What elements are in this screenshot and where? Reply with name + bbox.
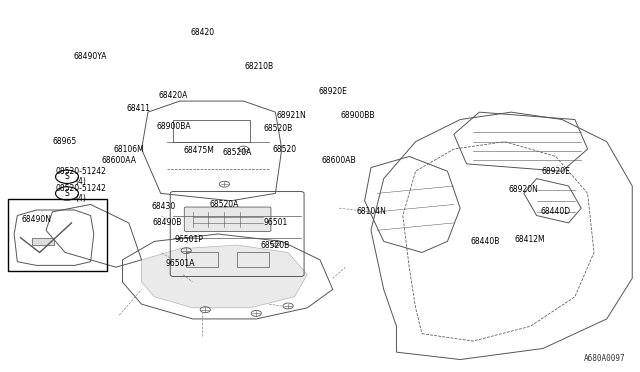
Bar: [173, 119, 250, 142]
Polygon shape: [141, 245, 307, 308]
Text: 68920N: 68920N: [509, 185, 539, 194]
Text: 68920E: 68920E: [318, 87, 347, 96]
FancyBboxPatch shape: [184, 207, 271, 231]
Text: 68440D: 68440D: [541, 207, 571, 217]
Text: A680A0097: A680A0097: [584, 354, 626, 363]
Bar: [8, 199, 106, 271]
Text: 68921N: 68921N: [276, 111, 306, 121]
Text: 68210B: 68210B: [245, 61, 274, 71]
Text: 68490YA: 68490YA: [74, 52, 108, 61]
Text: 68520B: 68520B: [260, 241, 290, 250]
Text: 68965: 68965: [53, 137, 77, 146]
Text: 08520-51242
(4): 08520-51242 (4): [56, 184, 106, 203]
Text: 08520-51242
(4): 08520-51242 (4): [56, 167, 106, 186]
Text: 68430: 68430: [152, 202, 176, 211]
Bar: [186, 253, 218, 267]
Bar: [237, 253, 269, 267]
Text: S: S: [65, 189, 69, 198]
Text: 68106M: 68106M: [113, 145, 144, 154]
Text: 96501P: 96501P: [175, 235, 204, 244]
Text: 68475M: 68475M: [184, 147, 214, 155]
Text: 68520A: 68520A: [223, 148, 252, 157]
Text: 68900BB: 68900BB: [341, 111, 376, 121]
Text: S: S: [65, 172, 69, 181]
Text: 68412M: 68412M: [515, 235, 545, 244]
Text: 68600AA: 68600AA: [102, 155, 137, 165]
Text: 68520A: 68520A: [210, 200, 239, 209]
Text: 68411: 68411: [126, 104, 150, 113]
Text: 96501A: 96501A: [165, 259, 195, 268]
Text: 68920E: 68920E: [541, 167, 570, 176]
Text: 68520: 68520: [273, 145, 297, 154]
Text: 68104N: 68104N: [356, 207, 386, 217]
Text: 68490B: 68490B: [152, 218, 182, 227]
Text: 68490N: 68490N: [21, 215, 51, 224]
Text: 68420A: 68420A: [159, 91, 188, 100]
Text: 68520B: 68520B: [264, 124, 293, 133]
Text: 68600AB: 68600AB: [322, 155, 356, 165]
Bar: [32, 238, 54, 245]
Text: 68420: 68420: [190, 28, 214, 37]
Text: 96501: 96501: [263, 218, 287, 227]
Text: 68900BA: 68900BA: [156, 122, 191, 131]
Text: 68440B: 68440B: [471, 237, 500, 246]
